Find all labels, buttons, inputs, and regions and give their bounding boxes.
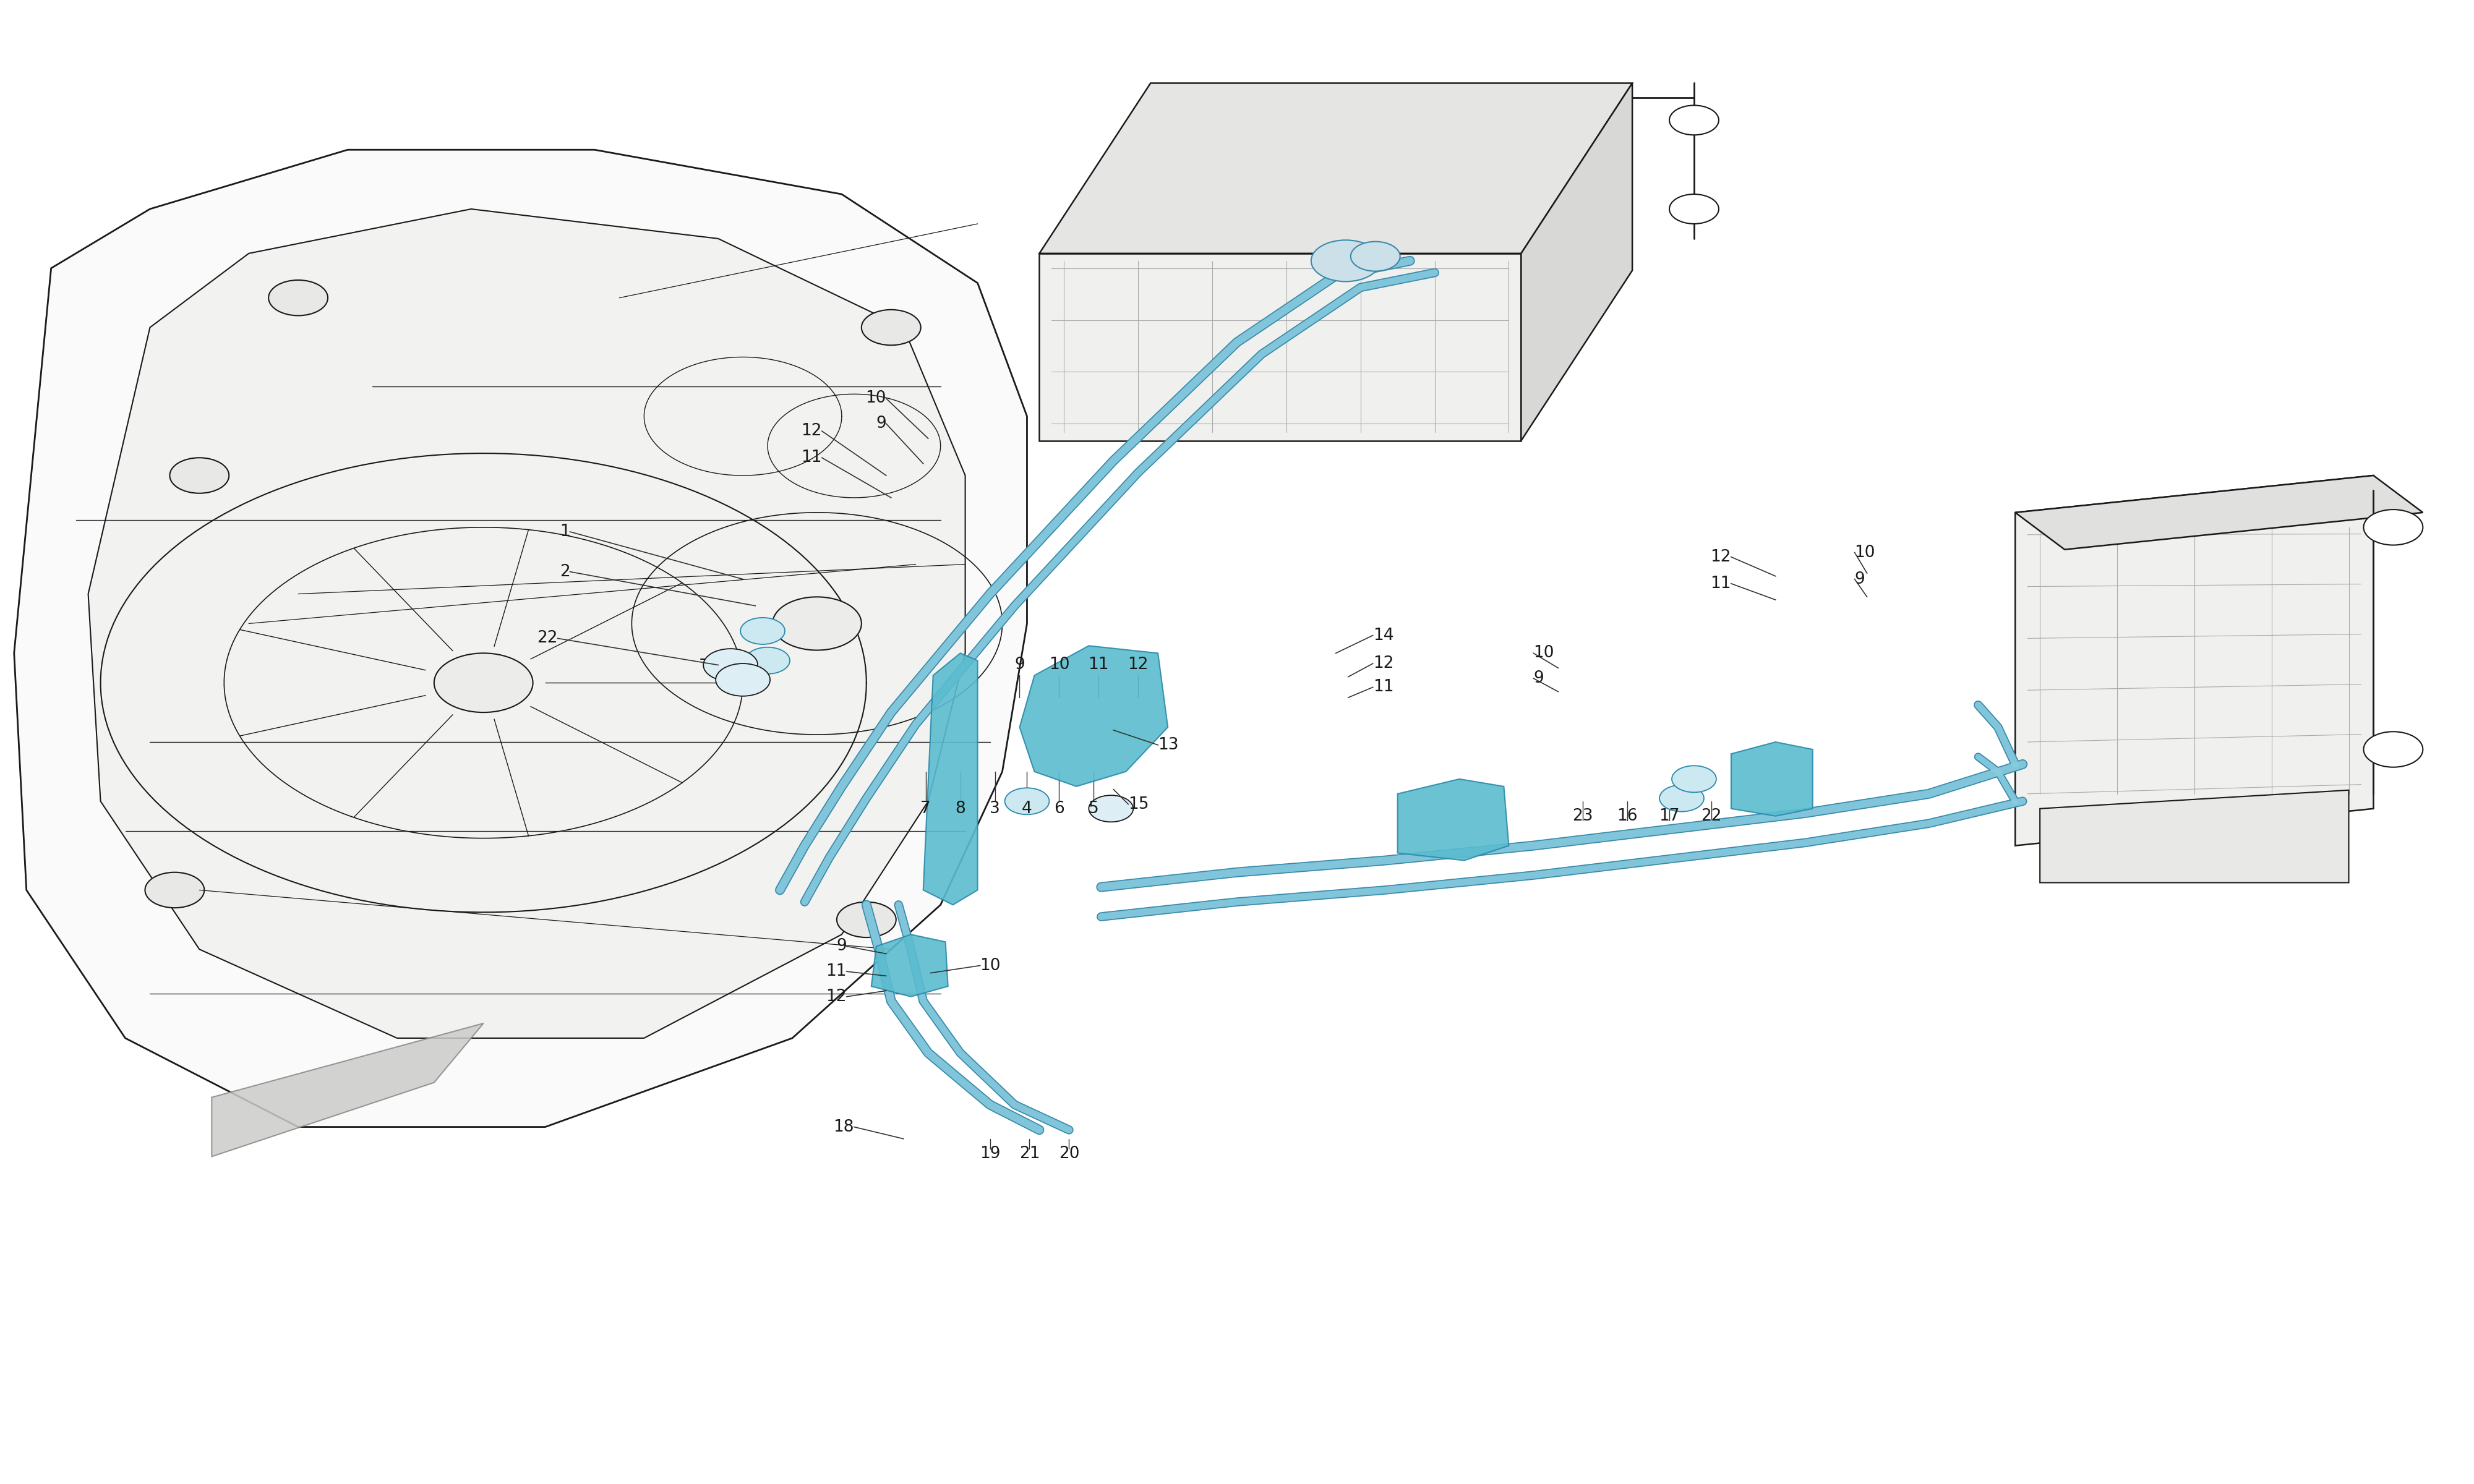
Text: 19: 19 (980, 1146, 999, 1162)
Polygon shape (89, 209, 965, 1039)
Text: 10: 10 (980, 957, 1002, 974)
Text: 18: 18 (834, 1119, 854, 1135)
Circle shape (1004, 788, 1049, 815)
Text: 9: 9 (1856, 571, 1865, 588)
Polygon shape (923, 653, 977, 905)
Polygon shape (1732, 742, 1813, 816)
Text: 11: 11 (1089, 657, 1108, 674)
Text: 17: 17 (1660, 807, 1680, 824)
Text: 11: 11 (802, 450, 821, 466)
Circle shape (836, 902, 896, 938)
Polygon shape (2016, 475, 2373, 846)
Circle shape (1351, 242, 1400, 272)
Text: 21: 21 (1019, 1146, 1039, 1162)
Text: 6: 6 (1054, 800, 1064, 816)
Text: 16: 16 (1618, 807, 1638, 824)
Circle shape (1311, 240, 1380, 282)
Text: 12: 12 (1373, 656, 1393, 672)
Polygon shape (15, 150, 1027, 1126)
Text: 12: 12 (1710, 549, 1732, 565)
Polygon shape (1039, 254, 1522, 441)
Text: 9: 9 (1014, 657, 1024, 674)
Text: 11: 11 (1710, 576, 1732, 592)
Circle shape (715, 663, 769, 696)
Polygon shape (2016, 475, 2422, 549)
Text: 22: 22 (537, 631, 557, 647)
Circle shape (2363, 509, 2422, 545)
Circle shape (861, 310, 920, 346)
Text: 4: 4 (1022, 800, 1032, 816)
Text: 1: 1 (559, 524, 569, 540)
Polygon shape (213, 1024, 482, 1156)
Text: 10: 10 (866, 390, 886, 407)
Text: 23: 23 (1573, 807, 1593, 824)
Circle shape (1670, 194, 1719, 224)
Circle shape (146, 873, 205, 908)
Circle shape (1672, 766, 1717, 792)
Text: 9: 9 (1534, 671, 1544, 687)
Text: 12: 12 (826, 988, 846, 1005)
Text: 8: 8 (955, 800, 965, 816)
Text: 15: 15 (1128, 795, 1148, 812)
Circle shape (772, 597, 861, 650)
Text: 11: 11 (1373, 680, 1393, 696)
Text: 20: 20 (1059, 1146, 1079, 1162)
Text: 2: 2 (559, 564, 569, 580)
Text: 12: 12 (802, 423, 821, 439)
Text: 7: 7 (920, 800, 930, 816)
Polygon shape (1039, 83, 1633, 254)
Polygon shape (1522, 83, 1633, 441)
Text: 9: 9 (876, 416, 886, 432)
Text: 10: 10 (1049, 657, 1069, 674)
Circle shape (2363, 732, 2422, 767)
Polygon shape (1398, 779, 1509, 861)
Text: 12: 12 (1128, 657, 1148, 674)
Circle shape (1089, 795, 1133, 822)
Circle shape (740, 617, 784, 644)
Text: 10: 10 (1534, 646, 1554, 662)
Circle shape (703, 649, 757, 681)
Text: 3: 3 (990, 800, 999, 816)
Text: 11: 11 (826, 963, 846, 979)
Text: 9: 9 (836, 938, 846, 954)
Text: 22: 22 (1702, 807, 1722, 824)
Polygon shape (2041, 789, 2348, 883)
Circle shape (1660, 785, 1705, 812)
Circle shape (1670, 105, 1719, 135)
Text: 5: 5 (1089, 800, 1098, 816)
Circle shape (171, 457, 230, 493)
Circle shape (745, 647, 789, 674)
Circle shape (270, 280, 329, 316)
Circle shape (433, 653, 532, 712)
Text: 10: 10 (1856, 545, 1875, 561)
Polygon shape (1019, 646, 1168, 787)
Text: 13: 13 (1158, 738, 1178, 752)
Text: 14: 14 (1373, 628, 1393, 644)
Polygon shape (871, 935, 948, 997)
